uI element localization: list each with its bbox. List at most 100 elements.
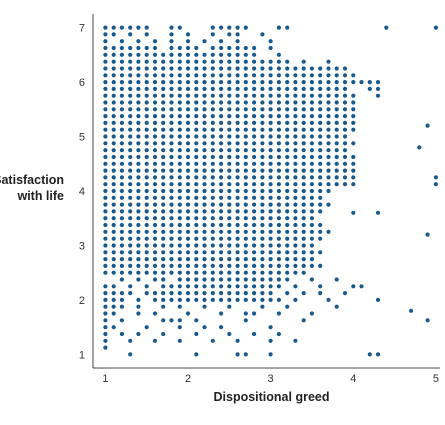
data-point: [202, 168, 207, 173]
data-point: [351, 114, 356, 119]
data-point: [285, 304, 290, 309]
data-point: [219, 229, 224, 234]
data-point: [119, 148, 124, 153]
data-point: [111, 297, 116, 302]
data-point: [318, 291, 323, 296]
data-point: [202, 297, 207, 302]
data-point: [227, 182, 232, 187]
data-point: [210, 263, 215, 268]
data-point: [152, 270, 158, 275]
data-point: [326, 114, 331, 119]
data-point: [235, 141, 240, 146]
data-point: [103, 161, 108, 166]
data-point: [252, 73, 257, 78]
data-point: [161, 120, 166, 125]
data-point: [128, 202, 133, 207]
data-point: [210, 270, 215, 275]
data-point: [276, 114, 281, 119]
data-point: [111, 291, 116, 296]
data-point: [194, 127, 199, 132]
data-point: [161, 93, 166, 98]
data-point: [152, 263, 158, 268]
data-point: [194, 93, 199, 98]
data-point: [194, 148, 199, 153]
data-point: [185, 291, 191, 296]
data-point: [235, 134, 240, 139]
data-point: [194, 236, 199, 241]
data-point: [177, 222, 182, 228]
data-point: [219, 52, 224, 57]
data-point: [144, 93, 149, 98]
data-point: [243, 236, 248, 241]
data-point: [202, 73, 207, 78]
data-point: [309, 86, 314, 91]
data-point: [293, 114, 298, 119]
data-point: [177, 168, 182, 173]
data-point: [276, 148, 281, 153]
data-point: [342, 100, 348, 105]
data-point: [111, 86, 116, 91]
data-point: [243, 188, 248, 194]
data-point: [433, 25, 438, 30]
data-point: [285, 59, 290, 64]
data-point: [119, 250, 124, 255]
data-point: [276, 73, 281, 78]
x-axis-ticks: 1 2 3 4 5: [102, 373, 439, 385]
data-point: [161, 134, 166, 139]
data-point: [136, 107, 141, 112]
data-point: [351, 161, 356, 166]
data-point: [326, 188, 331, 194]
data-point: [326, 202, 331, 207]
data-point: [227, 59, 232, 64]
data-point: [210, 114, 215, 119]
data-point: [243, 216, 248, 221]
data-point: [177, 297, 182, 302]
data-point: [169, 291, 174, 296]
data-point: [351, 210, 356, 215]
data-point: [342, 66, 348, 71]
data-point: [169, 127, 174, 132]
data-point: [185, 188, 191, 194]
data-point: [235, 182, 240, 187]
data-point: [152, 39, 158, 44]
data-point: [326, 154, 331, 160]
data-point: [111, 120, 116, 125]
data-point: [268, 168, 273, 173]
data-point: [293, 216, 298, 221]
data-point: [326, 229, 331, 234]
data-point: [268, 45, 273, 51]
data-point: [128, 154, 133, 160]
data-point: [128, 209, 133, 214]
data-point: [276, 134, 281, 139]
data-point: [219, 66, 224, 71]
data-point: [144, 107, 149, 112]
data-point: [152, 202, 158, 207]
data-point: [219, 25, 224, 30]
data-point: [210, 195, 215, 200]
data-point: [268, 134, 273, 139]
data-point: [318, 250, 323, 255]
data-point: [194, 45, 199, 51]
data-point: [103, 338, 108, 343]
data-point: [144, 45, 149, 51]
data-point: [252, 202, 257, 207]
data-point: [359, 80, 364, 85]
data-point: [202, 107, 207, 112]
data-point: [144, 216, 149, 221]
data-point: [276, 52, 281, 57]
data-point: [136, 168, 141, 173]
data-point: [227, 195, 232, 200]
data-point: [243, 182, 248, 187]
data-point: [309, 141, 314, 146]
data-point: [144, 291, 149, 296]
data-point: [334, 120, 339, 125]
data-point: [161, 100, 166, 105]
data-point: [318, 284, 323, 289]
data-point: [177, 202, 182, 207]
data-point: [128, 52, 133, 57]
data-point: [111, 236, 116, 241]
data-point: [227, 25, 232, 30]
data-point: [185, 39, 191, 44]
data-point: [185, 114, 191, 119]
data-point: [144, 270, 149, 275]
